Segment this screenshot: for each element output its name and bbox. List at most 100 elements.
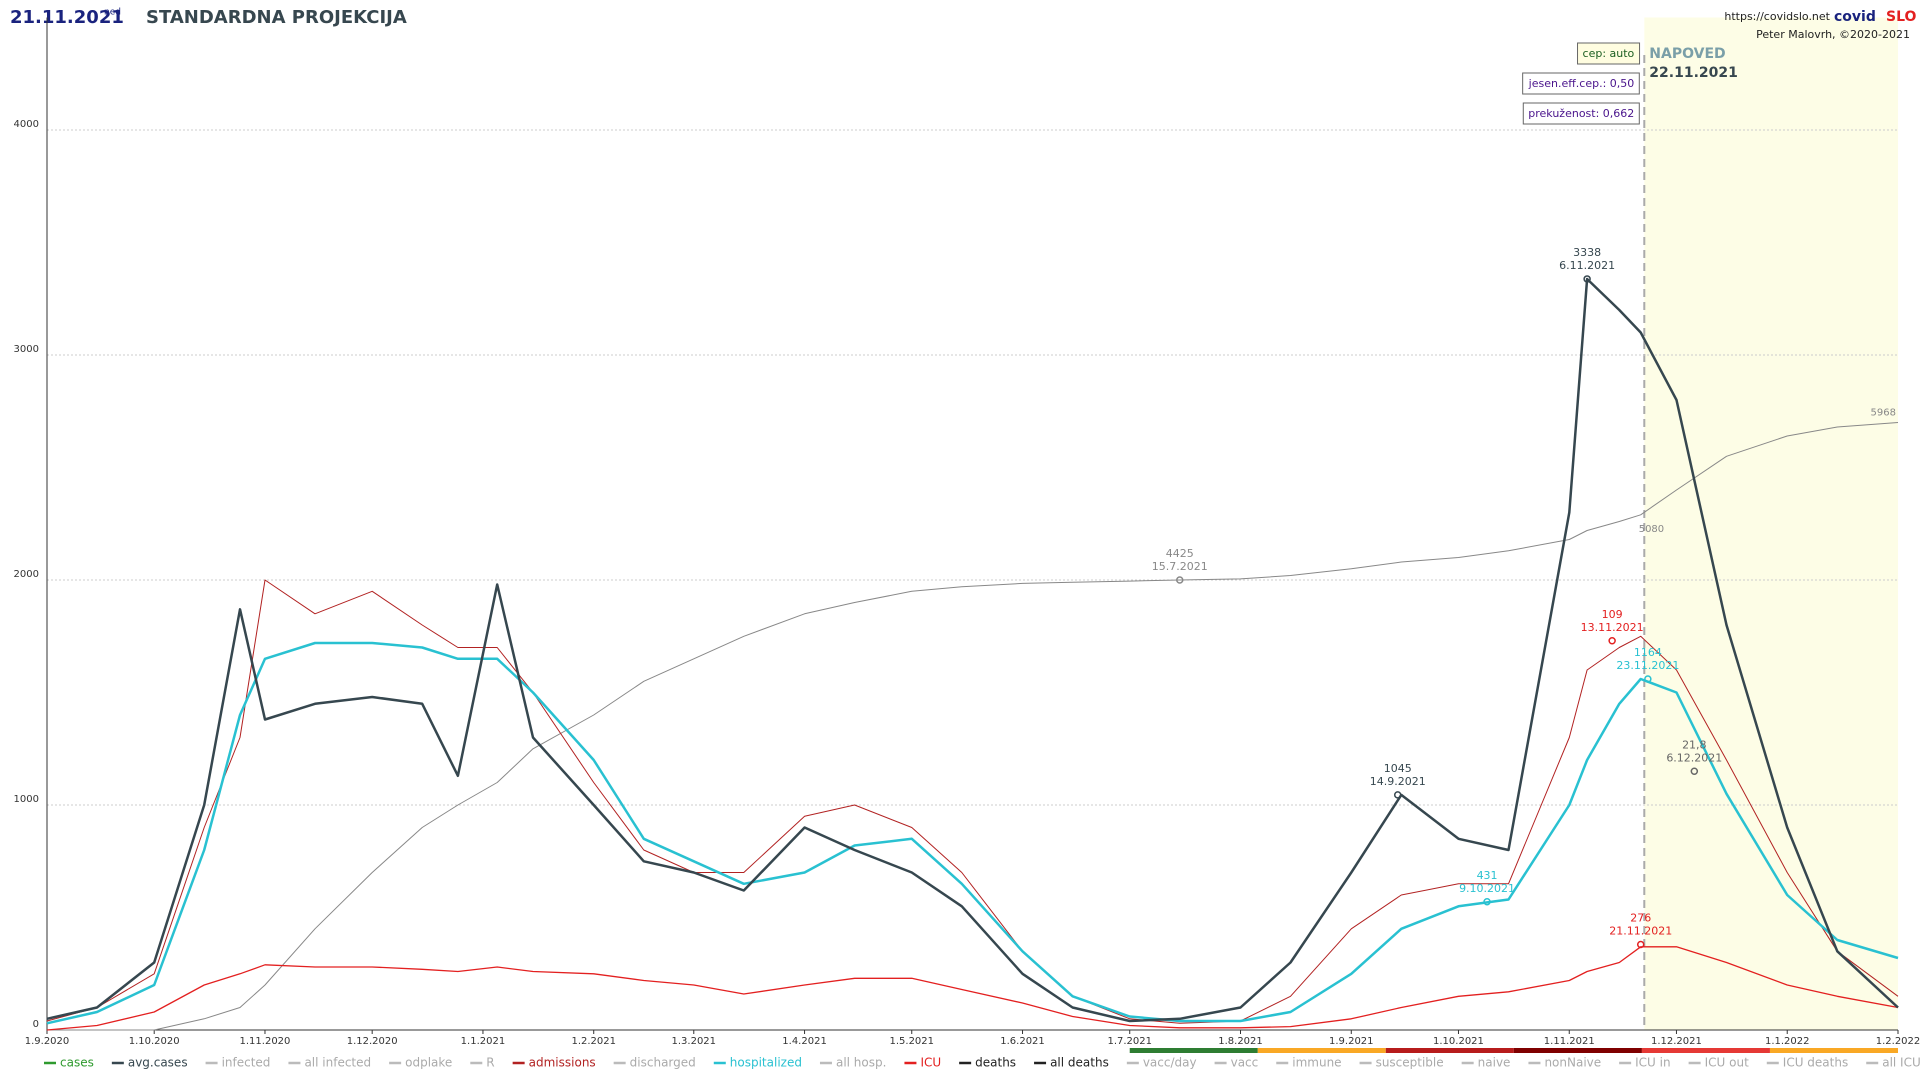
legend-label: nonNaive [1544,1056,1601,1070]
author: Peter Malovrh, ©2020-2021 [1756,28,1910,41]
x-tick-label: 1.8.2021 [1218,1036,1263,1047]
legend-label: all infected [304,1056,371,1070]
annotation-date: 6.11.2021 [1559,259,1615,272]
annotation-point [1583,275,1591,283]
legend-label: discharged [630,1056,696,1070]
legend-label: R [486,1056,494,1070]
legend-label: vacc/day [1143,1056,1197,1070]
weekday: ned [104,8,121,18]
legend-label: immune [1292,1056,1341,1070]
legend-label: susceptible [1376,1056,1444,1070]
annotation-date: 13.11.2021 [1581,621,1644,634]
y-tick-label: 0 [33,1019,39,1030]
legend-label: naive [1478,1056,1511,1070]
annotation-point [1483,898,1491,906]
x-tick-label: 1.11.2021 [1544,1036,1595,1047]
x-tick-label: 1.9.2020 [25,1036,70,1047]
chart-title: STANDARDNA PROJEKCIJA [146,7,407,28]
legend-label: hospitalized [730,1056,802,1070]
legend-label: admissions [529,1056,596,1070]
x-tick-label: 1.12.2020 [347,1036,398,1047]
series-line [46,579,1899,1024]
y-tick-label: 1000 [14,794,39,805]
x-tick-label: 1.12.2021 [1651,1036,1702,1047]
annotation-date: 23.11.2021 [1616,659,1679,672]
annotation-value: 4425 [1166,547,1194,560]
x-tick-label: 1.5.2021 [889,1036,934,1047]
end-label: 5080 [1639,524,1664,535]
legend-label: deaths [975,1056,1016,1070]
annotation-point [1393,791,1402,799]
forecast-zone [1643,17,1898,1030]
x-tick-label: 1.9.2021 [1329,1036,1374,1047]
setting-box [1522,102,1640,125]
setting-label: prekuženost: 0,662 [1528,107,1634,120]
series-line [46,946,1899,1031]
legend-label: all ICU [1882,1056,1920,1070]
status-strip [1513,1048,1642,1053]
annotation-date: 6.12.2021 [1666,751,1722,764]
status-strip [1129,1048,1258,1053]
forecast-date: 22.11.2021 [1649,65,1738,81]
x-tick-label: 1.6.2021 [1000,1036,1045,1047]
url: https://covidslo.net [1724,10,1830,23]
x-tick-label: 1.2.2021 [571,1036,616,1047]
series-line [47,422,1899,1031]
annotation-value: 1045 [1384,762,1412,775]
x-tick-label: 1.2.2022 [1876,1036,1920,1047]
date: 21.11.2021 [10,7,124,28]
x-tick-label: 1.1.2022 [1765,1036,1810,1047]
annotation-value: 3338 [1573,246,1601,259]
legend-label: ICU in [1635,1056,1670,1070]
annotation-date: 14.9.2021 [1370,775,1426,788]
y-tick-label: 2000 [14,569,39,580]
x-tick-label: 1.11.2020 [240,1036,291,1047]
legend-label: ICU out [1705,1056,1749,1070]
status-strip [1385,1048,1514,1053]
annotation-value: 21,8 [1682,738,1707,751]
annotation-point [1644,675,1652,683]
forecast-area [1644,17,1898,1030]
setting-box [1577,42,1641,65]
x-tick-label: 1.10.2021 [1433,1036,1484,1047]
legend-label: all deaths [1050,1056,1109,1070]
setting-label: cep: auto [1583,47,1635,60]
setting-box [1522,72,1640,95]
annotation-point [1608,637,1616,645]
annotation-date: 21.11.2021 [1609,925,1672,938]
legend-label: ICU deaths [1783,1056,1848,1070]
end-label: 5968 [1871,408,1896,419]
status-strip [1641,1048,1770,1053]
y-tick-label: 4000 [14,119,39,130]
legend-label: odplake [405,1056,452,1070]
annotation-point [1636,940,1645,949]
annotation-point [1690,767,1699,775]
legend-label: infected [222,1056,271,1070]
brand: covid [1834,9,1876,25]
legend-label: ICU [920,1056,941,1070]
setting-label: jesen.eff.cep.: 0,50 [1528,77,1635,90]
x-tick-label: 1.1.2021 [461,1036,506,1047]
annotation-value: 276 [1630,912,1651,925]
x-tick-label: 1.3.2021 [672,1036,717,1047]
annotation-value: 1164 [1634,646,1662,659]
legend-label: vacc [1231,1056,1259,1070]
status-strip [1257,1048,1386,1053]
series-line [46,277,1899,1023]
status-strip [1769,1048,1898,1053]
y-tick-label: 3000 [14,344,39,355]
x-tick-label: 1.7.2021 [1107,1036,1152,1047]
annotation-value: 109 [1602,608,1623,621]
annotation-value: 431 [1477,869,1498,882]
legend-label: all hosp. [836,1056,886,1070]
legend-label: avg.cases [128,1056,188,1070]
brand: SLO [1886,9,1917,25]
series-line [46,641,1899,1025]
x-tick-label: 1.10.2020 [129,1036,180,1047]
annotation-date: 9.10.2021 [1459,882,1515,895]
annotation-point [1176,576,1184,584]
legend-label: cases [60,1056,94,1070]
x-tick-label: 1.4.2021 [782,1036,827,1047]
